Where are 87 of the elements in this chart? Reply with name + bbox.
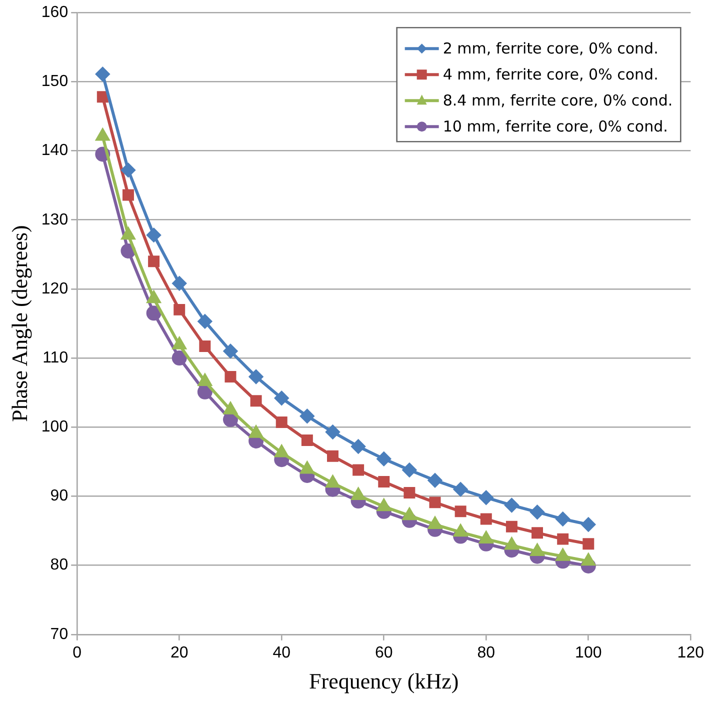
point <box>224 370 236 382</box>
point <box>454 506 466 518</box>
point <box>582 538 594 550</box>
point <box>300 409 314 424</box>
point <box>582 554 596 566</box>
point <box>146 228 161 242</box>
x-axis-title: Frequency (kHz) <box>309 668 459 694</box>
y-tick-label: 110 <box>42 349 68 366</box>
point <box>223 344 238 358</box>
legend-label: 4 mm, ferrite core, 0% cond. <box>442 65 658 84</box>
point <box>122 228 135 240</box>
y-tick-label: 90 <box>50 488 68 505</box>
point <box>556 512 570 526</box>
point <box>429 496 441 508</box>
point <box>249 370 264 384</box>
x-tick-label: 60 <box>374 644 393 662</box>
point <box>428 473 442 488</box>
point <box>505 538 518 550</box>
point <box>530 544 544 556</box>
point <box>250 395 262 407</box>
point <box>326 424 340 439</box>
point <box>376 452 391 466</box>
point <box>147 291 160 304</box>
point <box>301 434 313 446</box>
point <box>198 314 212 328</box>
point <box>532 527 544 539</box>
point <box>454 482 468 496</box>
point <box>172 276 186 290</box>
point <box>148 256 160 268</box>
point <box>454 524 468 537</box>
point <box>404 487 416 499</box>
point <box>428 517 442 530</box>
point <box>249 426 263 438</box>
legend-label: 8.4 mm, ferrite core, 0% cond. <box>442 91 673 110</box>
point <box>274 391 289 406</box>
point <box>506 520 518 532</box>
point <box>377 499 391 512</box>
y-axis-title: Phase Angle (degrees) <box>6 225 32 422</box>
point <box>530 505 544 520</box>
x-tick-label: 20 <box>170 644 188 662</box>
point <box>327 450 338 462</box>
y-tick-label: 80 <box>50 556 68 574</box>
point <box>274 445 288 458</box>
legend-label: 10 mm, ferrite core, 0% cond. <box>442 117 668 136</box>
y-tick-label: 130 <box>41 211 68 228</box>
point <box>96 91 108 103</box>
point <box>557 533 569 545</box>
point <box>146 306 162 321</box>
point <box>504 498 519 512</box>
point <box>352 488 366 500</box>
legend-label: 2 mm, ferrite core, 0% cond. <box>442 39 658 58</box>
y-tick-label: 160 <box>41 4 68 22</box>
point <box>402 508 416 520</box>
point <box>581 518 596 532</box>
point <box>326 476 340 488</box>
point <box>300 462 314 474</box>
x-tick-label: 80 <box>477 644 496 662</box>
point <box>172 350 187 366</box>
y-tick-label: 140 <box>41 142 68 160</box>
y-tick-label: 70 <box>50 626 68 643</box>
point <box>556 548 570 561</box>
point <box>351 439 366 454</box>
point <box>122 189 134 201</box>
point <box>480 513 492 525</box>
x-tick-label: 40 <box>272 644 291 662</box>
point <box>352 464 364 476</box>
y-tick-label: 120 <box>41 280 68 298</box>
y-tick-label: 150 <box>41 73 68 90</box>
x-tick-label: 100 <box>575 644 602 662</box>
point <box>172 337 186 350</box>
point <box>198 374 212 386</box>
point <box>199 340 211 352</box>
point <box>479 490 494 505</box>
point <box>96 67 110 82</box>
point <box>378 476 390 488</box>
point <box>402 462 416 477</box>
point <box>121 163 136 178</box>
point <box>96 128 110 141</box>
point <box>222 412 238 428</box>
x-tick-label: 120 <box>677 644 704 662</box>
y-tick-label: 100 <box>41 418 68 436</box>
x-tick-label: 0 <box>72 644 82 662</box>
point <box>479 532 493 544</box>
point <box>224 402 238 414</box>
point <box>276 416 288 428</box>
point <box>174 304 186 316</box>
point <box>197 384 212 400</box>
